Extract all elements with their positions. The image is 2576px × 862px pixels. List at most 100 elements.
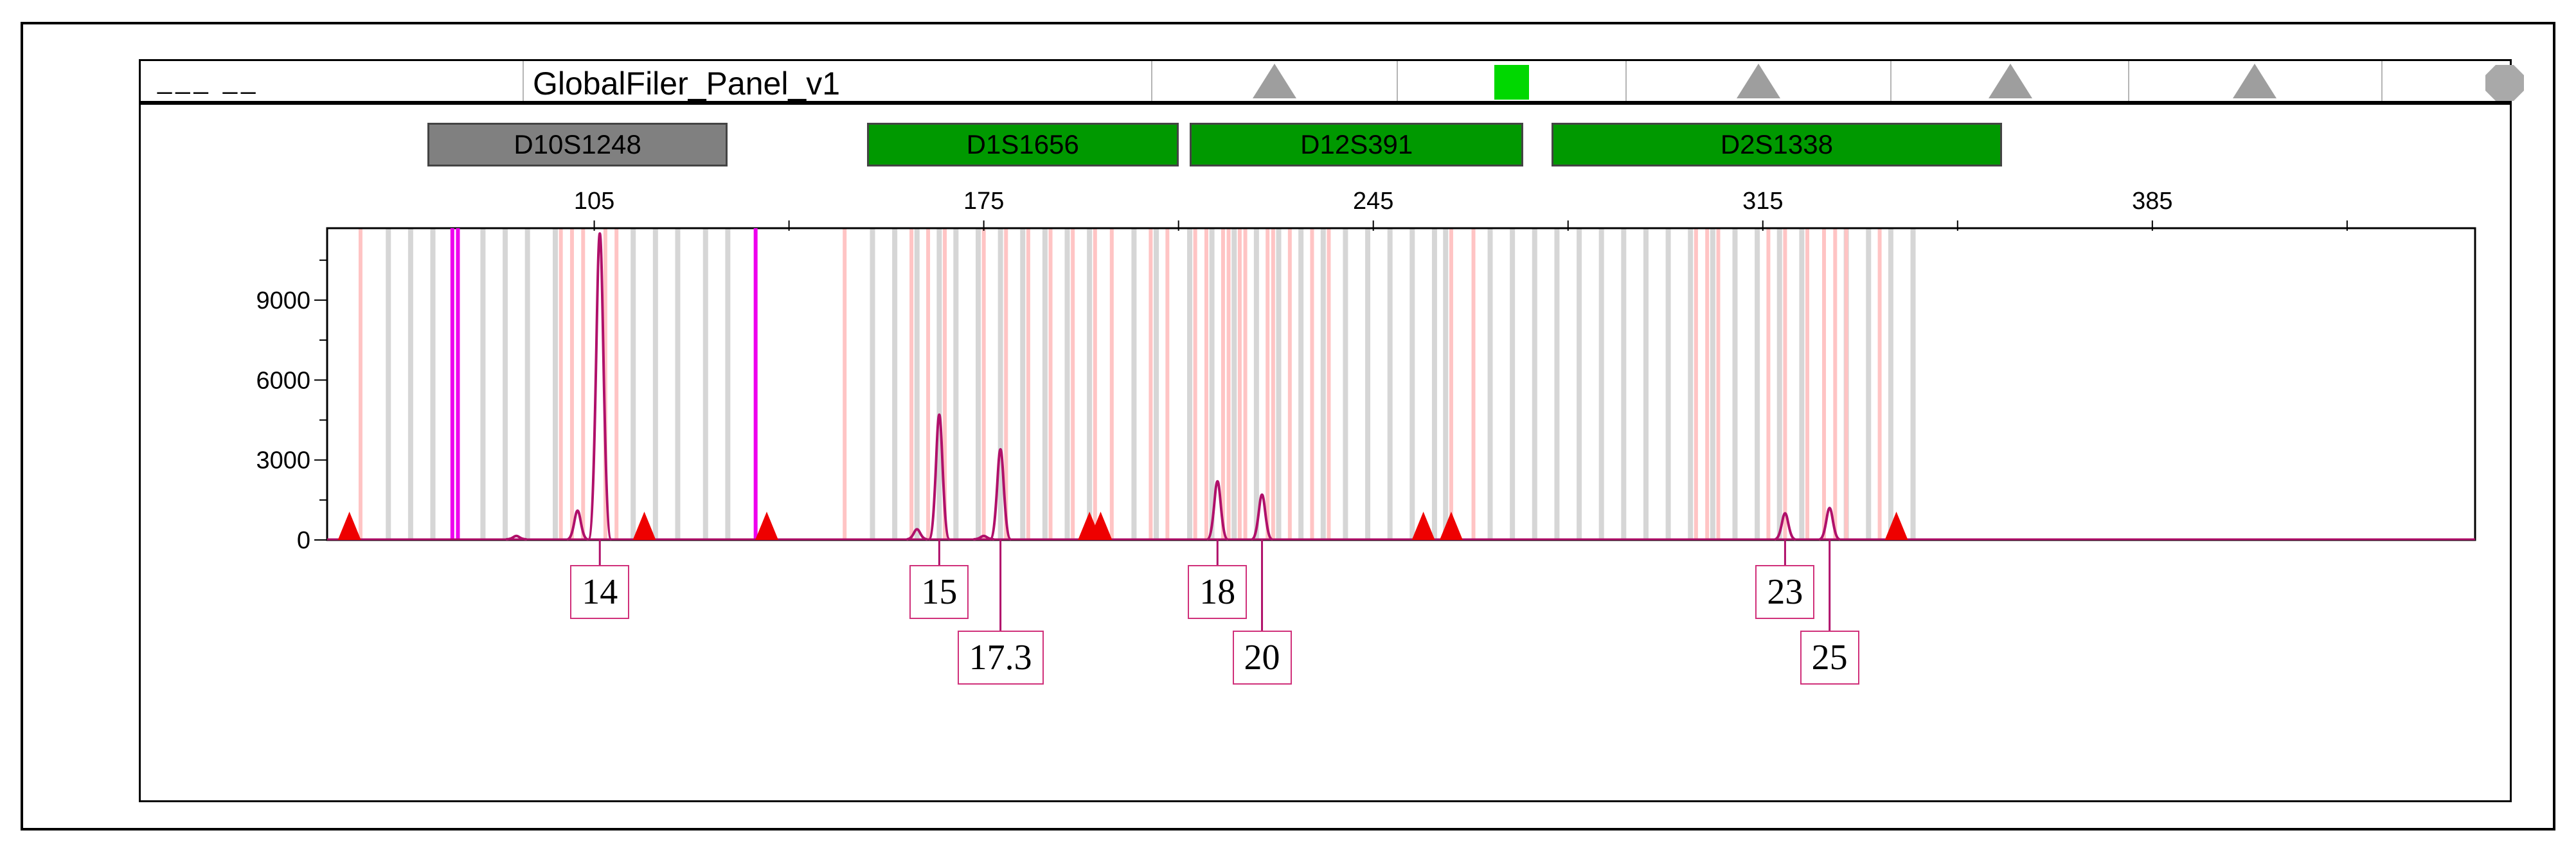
- bin-grey: [1554, 228, 1560, 540]
- peak: [566, 509, 589, 541]
- bin-pink: [569, 228, 574, 540]
- bin-grey: [1320, 228, 1326, 540]
- triangle-icon: [1737, 64, 1780, 98]
- allele-label[interactable]: 18: [1188, 565, 1248, 619]
- bin-grey: [1577, 228, 1582, 540]
- bin-grey: [1510, 228, 1516, 540]
- bin-pink: [358, 228, 362, 540]
- bin-grey: [1643, 228, 1649, 540]
- bin-pink: [981, 228, 986, 540]
- bin-pink: [1193, 228, 1197, 540]
- off-ladder-triangle-icon: [1439, 512, 1463, 540]
- bin-pink: [1833, 228, 1838, 540]
- header-cell-3[interactable]: [1627, 61, 1892, 101]
- off-ladder-triangle-icon: [1089, 512, 1113, 540]
- bin-grey: [1755, 228, 1760, 540]
- bin-grey: [1710, 228, 1715, 540]
- bin-pink: [1716, 228, 1721, 540]
- allele-label[interactable]: 25: [1800, 631, 1859, 685]
- bin-pink: [1004, 228, 1008, 540]
- bin-grey: [652, 228, 658, 540]
- bin-grey: [975, 228, 981, 540]
- peak: [1206, 480, 1230, 541]
- bin-pink: [1449, 228, 1453, 540]
- square-icon: [1494, 65, 1529, 100]
- bin-pink: [1226, 228, 1231, 540]
- bin-pink: [1471, 228, 1476, 540]
- peak: [1818, 507, 1841, 541]
- bin-pink: [1310, 228, 1314, 540]
- x-tick-label: 315: [1742, 188, 1783, 215]
- bin-grey: [480, 228, 486, 540]
- bin-grey: [1532, 228, 1537, 540]
- bin-grey: [1064, 228, 1070, 540]
- bin-grey: [1343, 228, 1348, 540]
- marker-d10s1248[interactable]: D10S1248: [427, 123, 728, 166]
- marker-d1s1656[interactable]: D1S1656: [866, 123, 1179, 166]
- outer-frame: ___ __ GlobalFiler_Panel_v1 D10S: [21, 22, 2555, 831]
- bin-pink: [581, 228, 586, 540]
- header-cell-sample: ___ __: [141, 61, 524, 101]
- bin-grey: [1443, 228, 1449, 540]
- bin-pink: [1237, 228, 1242, 540]
- bin-pink: [1287, 228, 1292, 540]
- marker-d12s391[interactable]: D12S391: [1189, 123, 1524, 166]
- bin-grey: [1365, 228, 1371, 540]
- peak: [927, 413, 951, 541]
- bin-pink: [1048, 228, 1053, 540]
- octagon-icon: [2485, 65, 2524, 101]
- bin-grey: [892, 228, 898, 540]
- bin-grey: [1186, 228, 1192, 540]
- bin-grey: [1799, 228, 1805, 540]
- bin-grey: [1732, 228, 1738, 540]
- bin-pink: [926, 228, 931, 540]
- off-ladder-triangle-icon: [337, 512, 361, 540]
- x-tick-label: 245: [1353, 188, 1393, 215]
- header-cell-2[interactable]: [1398, 61, 1627, 101]
- bin-pink: [614, 228, 619, 540]
- allele-label[interactable]: 23: [1755, 565, 1815, 619]
- allele-label[interactable]: 15: [909, 565, 969, 619]
- y-tick-label: 0: [297, 527, 310, 554]
- electropherogram-panel: ___ __ GlobalFiler_Panel_v1 D10S: [139, 59, 2524, 802]
- header-cell-4[interactable]: [1892, 61, 2129, 101]
- header-cell-1[interactable]: [1152, 61, 1398, 101]
- bin-pink: [1822, 228, 1827, 540]
- bin-grey: [1087, 228, 1093, 540]
- bin-grey: [1866, 228, 1872, 540]
- y-tick-label: 3000: [256, 447, 310, 474]
- bin-grey: [997, 228, 1003, 540]
- bin-pink: [559, 228, 563, 540]
- bin-grey: [1688, 228, 1694, 540]
- bin-grey: [914, 228, 920, 540]
- bin-grey: [1665, 228, 1671, 540]
- bin-pink: [1221, 228, 1225, 540]
- bin-pink: [1243, 228, 1248, 540]
- triangle-icon: [1253, 64, 1296, 98]
- bin-grey: [725, 228, 731, 540]
- bin-pink: [1327, 228, 1331, 540]
- bin-grey: [1020, 228, 1026, 540]
- header-cell-5[interactable]: [2129, 61, 2383, 101]
- off-ladder-triangle-icon: [1411, 512, 1435, 540]
- bin-grey: [631, 228, 636, 540]
- bin-grey: [1154, 228, 1159, 540]
- bin-grey: [1409, 228, 1415, 540]
- allele-label[interactable]: 14: [570, 565, 630, 619]
- allele-label[interactable]: 17.3: [957, 631, 1044, 685]
- bin-grey: [1387, 228, 1393, 540]
- bin-grey: [675, 228, 681, 540]
- bin-grey: [1253, 228, 1259, 540]
- bin-grey: [953, 228, 959, 540]
- marker-d2s1338[interactable]: D2S1338: [1551, 123, 2003, 166]
- allele-label[interactable]: 20: [1232, 631, 1292, 685]
- bin-grey: [1910, 228, 1916, 540]
- bin-grey: [1042, 228, 1048, 540]
- bin-pink: [1026, 228, 1030, 540]
- peak: [506, 534, 527, 541]
- bin-pink: [1149, 228, 1153, 540]
- bin-pink: [943, 228, 947, 540]
- bin-pink: [1694, 228, 1698, 540]
- header-cell-6[interactable]: [2383, 61, 2524, 101]
- panel-header: ___ __ GlobalFiler_Panel_v1: [141, 61, 2524, 105]
